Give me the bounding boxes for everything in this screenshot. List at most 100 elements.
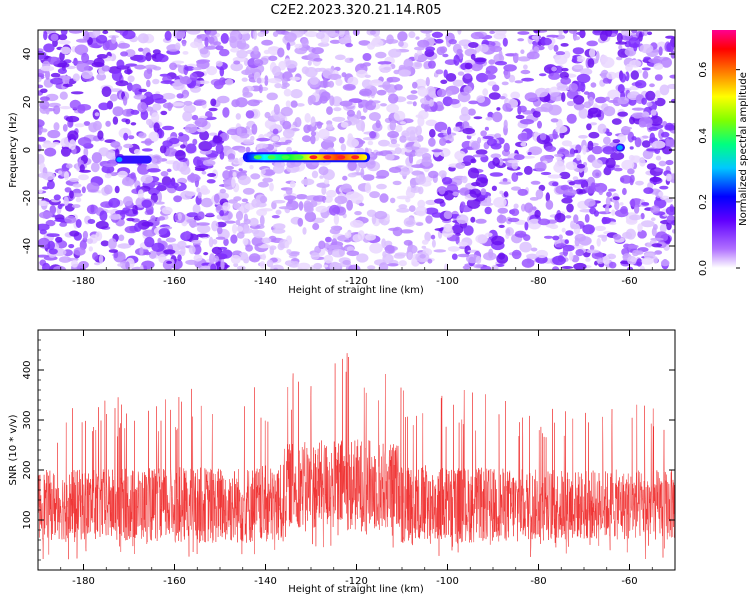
heatmap-cell	[348, 98, 363, 104]
heatmap-cell	[575, 249, 584, 257]
heatmap-cell	[435, 38, 444, 44]
heatmap-cell	[50, 72, 61, 78]
heatmap-cell	[389, 166, 402, 173]
heatmap-cell	[149, 93, 164, 101]
heatmap-cell	[425, 32, 431, 38]
heatmap-cell	[547, 174, 562, 179]
heatmap-cell	[650, 205, 660, 214]
heatmap-cell	[386, 103, 399, 113]
heatmap-cell	[403, 217, 416, 228]
heatmap-cell	[117, 263, 123, 267]
heatmap-cell	[71, 204, 81, 209]
heatmap-cell	[216, 206, 222, 211]
heatmap-cell	[156, 218, 161, 222]
heatmap-cell	[344, 239, 351, 243]
heatmap-cell	[535, 249, 549, 259]
heatmap-cell	[575, 55, 586, 63]
heatmap-cell	[96, 73, 107, 81]
heatmap-cell	[651, 227, 657, 237]
heatmap-cell	[185, 143, 197, 154]
heatmap-cell	[392, 180, 402, 186]
heatmap-cell	[38, 201, 50, 206]
heatmap-cell	[197, 211, 205, 220]
heatmap-cell	[602, 255, 610, 265]
heatmap-cell	[641, 257, 654, 265]
heatmap-cell	[104, 173, 112, 179]
heatmap-cell	[226, 128, 240, 136]
heatmap-cell	[614, 167, 623, 172]
heatmap-cell	[488, 92, 501, 100]
heatmap-cell	[475, 255, 482, 265]
heatmap-cell	[484, 232, 493, 238]
heatmap-cell	[313, 262, 323, 270]
heatmap-cell	[605, 157, 616, 169]
heatmap-cell	[637, 230, 647, 239]
heatmap-cell	[115, 210, 128, 215]
heatmap-cell	[661, 57, 672, 68]
heatmap-cell	[395, 125, 403, 133]
heatmap-cell	[457, 30, 462, 35]
heatmap-cell	[560, 184, 571, 191]
heatmap-cell	[653, 256, 658, 264]
heatmap-cell	[92, 30, 101, 37]
heatmap-cell	[348, 264, 361, 270]
heatmap-cell	[498, 158, 504, 166]
heatmap-cell	[524, 221, 529, 231]
heatmap-cell	[130, 172, 136, 179]
heatmap-cell	[369, 191, 380, 199]
heatmap-cell	[245, 110, 255, 119]
heatmap-cell	[513, 203, 519, 209]
heatmap-cell	[380, 103, 387, 107]
heatmap-cell	[137, 101, 148, 113]
heatmap-cell	[81, 186, 86, 194]
heatmap-cell	[139, 264, 144, 270]
heatmap-xtick-label: -100	[436, 276, 459, 287]
heatmap-cell	[222, 107, 230, 118]
heatmap-cell	[256, 208, 268, 217]
heatmap-cell	[346, 250, 360, 257]
heatmap-cell	[165, 181, 179, 189]
heatmap-cell	[413, 46, 425, 51]
heatmap-cell	[349, 219, 364, 228]
heatmap-cell	[639, 43, 654, 54]
heatmap-cell	[523, 165, 533, 175]
heatmap-cell	[125, 63, 138, 67]
heatmap-cell	[475, 218, 487, 224]
heatmap-cell	[515, 114, 525, 120]
heatmap-cell	[176, 93, 184, 99]
heatmap-cell	[241, 198, 248, 203]
heatmap-cell	[182, 111, 193, 122]
heatmap-cell	[329, 95, 335, 106]
heatmap-cell	[42, 262, 51, 270]
heatmap-cell	[399, 167, 411, 176]
heatmap-cell	[650, 237, 664, 241]
heatmap-cell	[219, 210, 224, 217]
heatmap-cell	[521, 77, 534, 82]
heatmap-cell	[194, 117, 208, 128]
heatmap-cell	[213, 193, 220, 204]
heatmap-cell	[332, 116, 346, 122]
heatmap-cell	[294, 117, 302, 128]
heatmap-cell	[340, 143, 347, 152]
heatmap-cell	[215, 45, 224, 51]
heatmap-cell	[49, 205, 57, 215]
heatmap-cell	[229, 38, 239, 49]
heatmap-cell	[230, 47, 240, 53]
heatmap-cell	[309, 94, 316, 104]
heatmap-cell	[358, 40, 371, 46]
heatmap-cell	[206, 66, 218, 76]
heatmap-cell	[122, 176, 132, 186]
heatmap-cell	[71, 192, 83, 197]
heatmap-cell	[233, 60, 241, 65]
heatmap-cell	[309, 76, 319, 85]
heatmap-cell	[422, 152, 432, 161]
colorbar-tick-label: 0.4	[698, 128, 709, 144]
heatmap-cell	[346, 109, 355, 117]
heatmap-cell	[259, 215, 265, 227]
heatmap-cell	[47, 56, 61, 65]
heatmap-cell	[461, 175, 468, 184]
heatmap-cell	[616, 56, 623, 61]
heatmap-cell	[251, 236, 264, 247]
heatmap-cell	[415, 174, 427, 185]
heatmap-cell	[162, 140, 173, 147]
